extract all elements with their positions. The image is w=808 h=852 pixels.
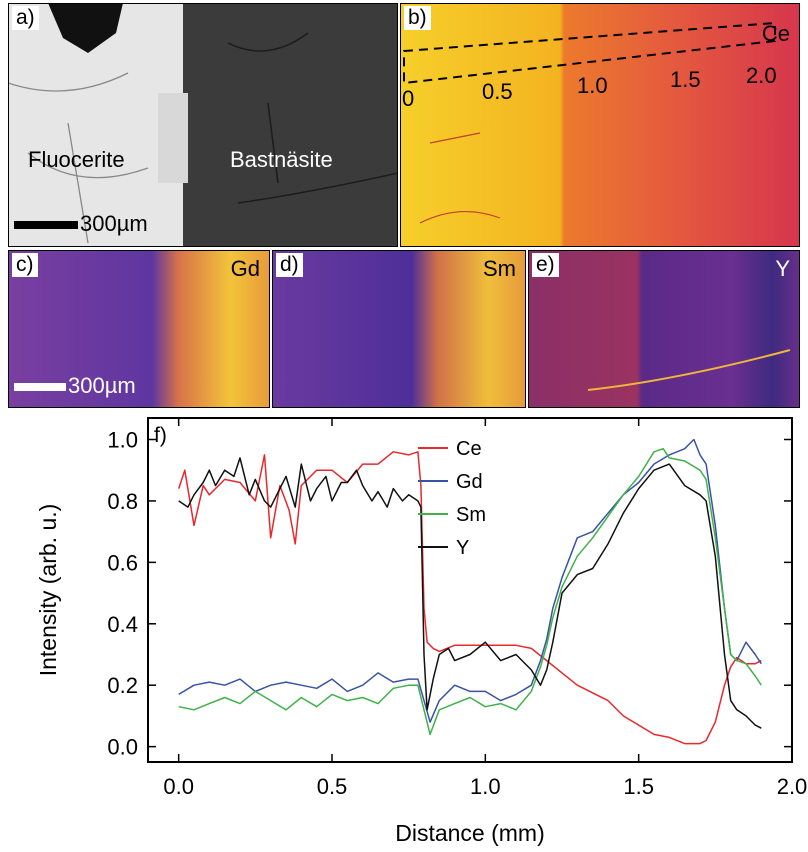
x-tick-label: 1.0 <box>470 774 501 799</box>
panel-c-gd-map: c) Gd 300µm <box>8 250 270 408</box>
x-tick-label: 2.0 <box>777 774 808 799</box>
panel-f-label: f) <box>154 424 167 447</box>
scale-bar-c-label: 300µm <box>68 373 136 398</box>
panel-c-label: c) <box>12 253 38 277</box>
series-lines <box>177 438 762 745</box>
ce-tick-1.0: 1.0 <box>577 73 608 98</box>
ce-tick-2.0: 2.0 <box>746 63 777 88</box>
panel-d-sm-map: d) Sm <box>272 250 526 408</box>
sm-heatmap <box>272 250 526 408</box>
gd-element-label: Gd <box>230 256 260 281</box>
panel-d-label: d) <box>276 253 303 277</box>
panel-a-label: a) <box>12 6 39 30</box>
panel-b-ce-map: b) Ce 0 0.5 1.0 1.5 2.0 <box>400 3 800 247</box>
series-line-y <box>178 457 762 729</box>
y-element-label: Y <box>775 256 790 281</box>
panel-b-label: b) <box>404 6 431 30</box>
ce-tick-0.5: 0.5 <box>482 79 513 104</box>
legend-label-ce: Ce <box>456 438 482 460</box>
y-tick-label: 0.0 <box>107 735 138 760</box>
x-tick-label: 1.5 <box>623 774 654 799</box>
bse-image <box>8 3 398 247</box>
x-tick-label: 0.5 <box>317 774 348 799</box>
ce-tick-1.5: 1.5 <box>670 67 701 92</box>
y-axis-label: Intensity (arb. u.) <box>35 504 61 677</box>
y-tick-label: 1.0 <box>107 428 138 453</box>
legend-label-gd: Gd <box>456 471 483 493</box>
legend-label-sm: Sm <box>456 504 486 526</box>
scale-bar <box>14 221 78 229</box>
ce-heatmap <box>400 3 800 247</box>
y-tick-label: 0.8 <box>107 489 138 514</box>
series-line-gd <box>178 438 762 723</box>
ce-element-label: Ce <box>761 21 790 46</box>
axes: 0.0 0.5 1.0 1.5 2.0 0.0 0.2 0.4 0.6 0.8 1.0 <box>107 418 807 799</box>
intensity-profile-chart: 0.0 0.5 1.0 1.5 2.0 0.0 0.2 0.4 0.6 0.8 1.0 Ce Gd Sm… <box>35 417 807 846</box>
panel-e-label: e) <box>532 253 559 277</box>
fluocerite-label: Fluocerite <box>28 147 125 172</box>
y-tick-label: 0.4 <box>107 612 138 637</box>
scale-bar-label: 300µm <box>80 211 148 236</box>
series-line-sm <box>178 447 762 736</box>
legend: Ce Gd Sm Y <box>418 438 486 559</box>
y-heatmap <box>528 250 800 408</box>
series-line-ce <box>177 451 762 745</box>
gd-heatmap <box>8 250 270 408</box>
scale-bar-c <box>14 383 66 391</box>
bastnasite-label: Bastnäsite <box>230 147 333 172</box>
legend-label-y: Y <box>456 537 469 559</box>
x-axis-label: Distance (mm) <box>395 820 545 846</box>
panel-e-y-map: e) Y <box>528 250 800 408</box>
y-tick-label: 0.6 <box>107 550 138 575</box>
ce-tick-0: 0 <box>402 86 415 111</box>
sm-element-label: Sm <box>483 256 516 281</box>
y-tick-label: 0.2 <box>107 673 138 698</box>
panel-a-bse-image: a) Fluocerite Bastnäsite 300µm <box>8 3 398 247</box>
plot-frame <box>147 417 793 763</box>
x-tick-label: 0.0 <box>163 774 194 799</box>
